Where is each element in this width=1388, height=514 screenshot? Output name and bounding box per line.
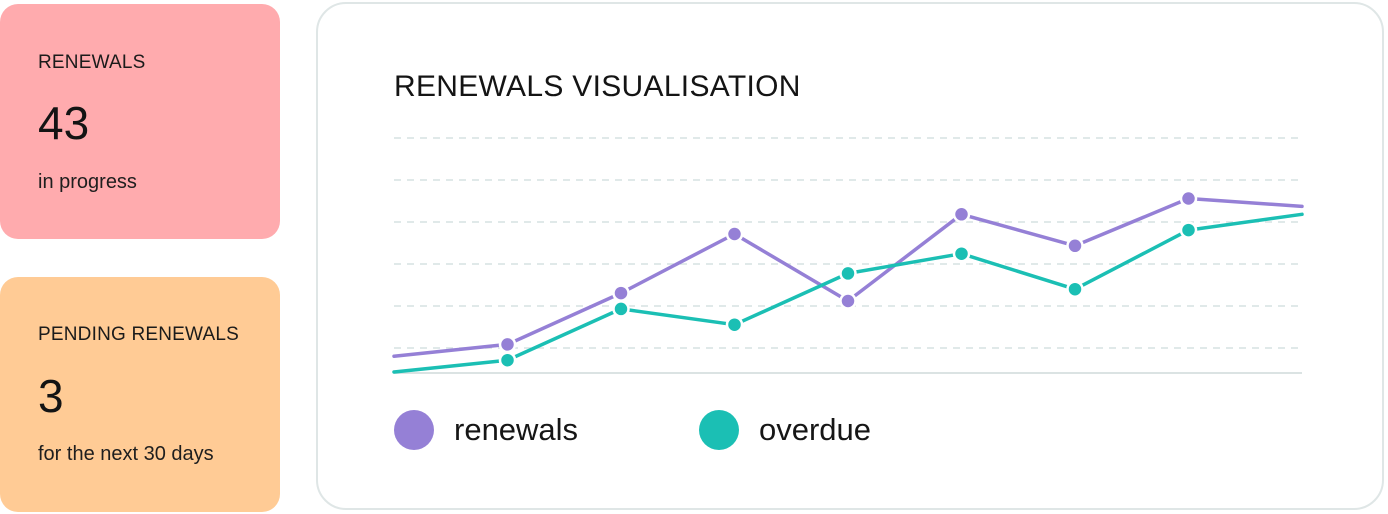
chart-title: RENEWALS VISUALISATION: [394, 70, 801, 103]
data-point-overdue[interactable]: [839, 264, 857, 283]
renewals-label: RENEWALS: [38, 52, 146, 73]
chart-gridlines: [394, 137, 1302, 349]
legend-label-overdue: overdue: [759, 412, 872, 447]
renewals-count: 43: [38, 97, 90, 149]
data-point-renewals[interactable]: [839, 292, 857, 310]
data-point-overdue[interactable]: [1066, 280, 1084, 298]
data-point-renewals[interactable]: [725, 225, 744, 243]
legend-item-renewals: renewals: [394, 410, 578, 450]
data-point-overdue[interactable]: [1179, 221, 1198, 239]
pending-renewals-subtitle: for the next 30 days: [38, 443, 214, 465]
chart-card: RENEWALS VISUALISATION renewals overdue: [316, 2, 1384, 510]
legend-swatch-overdue: [699, 410, 739, 450]
pending-renewals-label: PENDING RENEWALS: [38, 324, 239, 345]
legend-label-renewals: renewals: [454, 412, 579, 447]
data-point-renewals[interactable]: [498, 335, 517, 354]
chart-series: [392, 189, 1304, 374]
data-point-overdue[interactable]: [612, 300, 630, 318]
data-point-renewals[interactable]: [952, 205, 971, 224]
pending-renewals-card: PENDING RENEWALS 3 for the next 30 days: [0, 277, 280, 512]
data-point-overdue[interactable]: [952, 244, 971, 263]
legend-item-overdue: overdue: [699, 410, 871, 450]
renewals-card: RENEWALS 43 in progress: [0, 4, 280, 239]
data-point-overdue[interactable]: [498, 351, 517, 369]
data-point-renewals[interactable]: [1179, 189, 1198, 208]
pending-renewals-count: 3: [38, 370, 64, 422]
renewals-subtitle: in progress: [38, 171, 137, 193]
data-point-renewals[interactable]: [612, 284, 630, 302]
data-point-renewals[interactable]: [1066, 237, 1084, 255]
line-chart: [392, 137, 1304, 374]
data-point-overdue[interactable]: [725, 315, 744, 334]
legend-swatch-renewals: [394, 410, 434, 450]
